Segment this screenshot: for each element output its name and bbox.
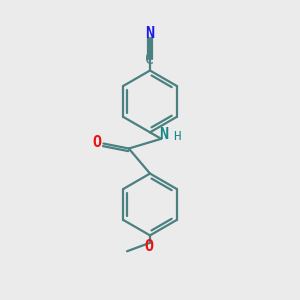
Text: N: N <box>146 26 154 41</box>
Text: O: O <box>145 239 154 254</box>
Text: N: N <box>159 128 168 142</box>
Text: O: O <box>92 135 102 150</box>
Text: C: C <box>146 52 154 67</box>
Text: H: H <box>173 130 180 143</box>
